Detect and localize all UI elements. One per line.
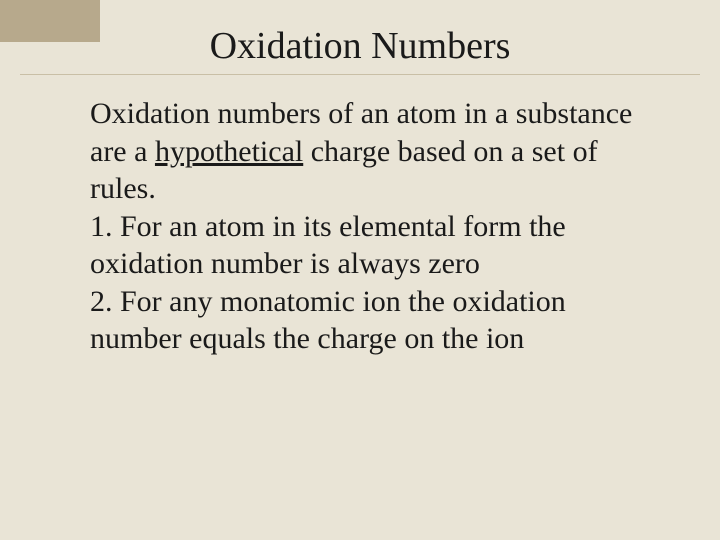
slide: Oxidation Numbers Oxidation numbers of a… (0, 0, 720, 540)
intro-text-underlined: hypothetical (155, 135, 303, 168)
intro-paragraph: Oxidation numbers of an atom in a substa… (90, 95, 660, 208)
slide-title: Oxidation Numbers (60, 24, 660, 68)
corner-decoration (0, 0, 100, 42)
rule-2: 2. For any monatomic ion the oxidation n… (90, 283, 660, 358)
title-divider (20, 74, 700, 75)
slide-body: Oxidation numbers of an atom in a substa… (90, 95, 660, 358)
rule-1: 1. For an atom in its elemental form the… (90, 208, 660, 283)
